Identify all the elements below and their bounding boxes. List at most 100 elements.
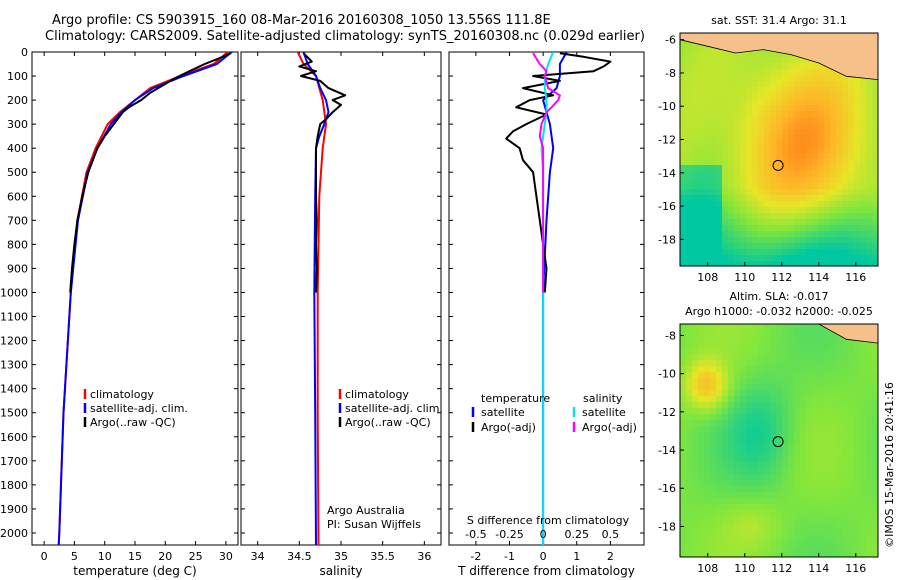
g-map2-field-cell: [860, 360, 867, 367]
g-map1-field-cell: [770, 195, 777, 202]
g-map1-field-cell: [782, 255, 789, 262]
g-map2-field-cell: [824, 444, 831, 451]
g-map1-field-cell: [752, 123, 759, 130]
g-map2-field-cell: [866, 528, 873, 535]
g-map2-field-cell: [716, 534, 723, 541]
g-map1-field-cell: [860, 135, 867, 142]
g-map2-field-cell: [842, 498, 849, 505]
g-map2-field-cell: [866, 396, 873, 403]
g-map1-field-cell: [752, 201, 759, 208]
g-map1-field-cell: [872, 213, 878, 220]
g-map1-field-cell: [842, 237, 849, 244]
g-map2-field-cell: [842, 516, 849, 523]
g-map2-field-cell: [824, 354, 831, 361]
g-map2-field-cell: [836, 426, 843, 433]
g-map2-field-cell: [794, 354, 801, 361]
g-map2-field-cell: [686, 528, 693, 535]
salinity-xtick-label: 35: [334, 550, 348, 563]
g-map2-field-cell: [776, 390, 783, 397]
g-map1-field-cell: [842, 81, 849, 88]
g-map2-field-cell: [680, 366, 687, 373]
g-map1-field-cell: [872, 111, 878, 118]
g-map2-field-cell: [734, 552, 741, 557]
g-map2-field-cell: [752, 456, 759, 463]
g-map2-field-cell: [788, 378, 795, 385]
g-map1-field-cell: [734, 57, 741, 64]
g-map2-field-cell: [752, 474, 759, 481]
g-map2-field-cell: [752, 354, 759, 361]
g-map1-field-cell: [710, 189, 717, 196]
g-map1-field-cell: [692, 105, 699, 112]
g-map1-field-cell: [806, 123, 813, 130]
g-map1-field-cell: [788, 105, 795, 112]
g-map1-field-cell: [740, 171, 747, 178]
g-map2-field-cell: [830, 402, 837, 409]
g-map2-field-cell: [776, 474, 783, 481]
g-map2-field-cell: [842, 510, 849, 517]
g-map2-field-cell: [860, 366, 867, 373]
temperature-ytick-label: 500: [7, 166, 28, 179]
salinity-xlabel: salinity: [319, 564, 362, 578]
g-map2-field-cell: [752, 516, 759, 523]
g-map1-field-cell: [710, 231, 717, 238]
g-map2-field-cell: [842, 474, 849, 481]
g-map2-field-cell: [836, 432, 843, 439]
g-map1-field-cell: [764, 165, 771, 172]
g-map2-field-cell: [800, 552, 807, 557]
g-map2-field-cell: [770, 348, 777, 355]
g-map2-field-cell: [824, 498, 831, 505]
g-map2-field-cell: [692, 348, 699, 355]
g-map1-field-cell: [698, 81, 705, 88]
g-map2-field-cell: [788, 522, 795, 529]
g-map2-field-cell: [854, 492, 861, 499]
g-map1-field-cell: [770, 93, 777, 100]
g-map1-field-cell: [866, 177, 873, 184]
g-map2-field-cell: [872, 438, 878, 445]
g-map1-field-cell: [830, 195, 837, 202]
g-map1-field-cell: [764, 51, 771, 58]
g-map1-field-cell: [788, 147, 795, 154]
g-map2-field-cell: [824, 396, 831, 403]
g-map2-field-cell: [734, 456, 741, 463]
g-map1-field-cell: [758, 153, 765, 160]
g-map1-field-cell: [704, 255, 711, 262]
g-map2-field-cell: [860, 348, 867, 355]
g-map1-field-cell: [788, 231, 795, 238]
g-map2-field-cell: [836, 456, 843, 463]
g-map2-field-cell: [788, 396, 795, 403]
g-map1-field-cell: [740, 69, 747, 76]
g-map1-field-cell: [692, 45, 699, 52]
g-map1-field-cell: [716, 123, 723, 130]
g-map1-field-cell: [686, 81, 693, 88]
g-map1-field-cell: [740, 63, 747, 70]
g-map1-field-cell: [770, 219, 777, 226]
g-map2-field-cell: [848, 372, 855, 379]
g-map2-field-cell: [788, 492, 795, 499]
g-map2-field-cell: [752, 492, 759, 499]
g-map2-field-cell: [848, 522, 855, 529]
g-map2-field-cell: [740, 462, 747, 469]
g-map1-field-cell: [782, 99, 789, 106]
g-map2-field-cell: [824, 504, 831, 511]
g-map2-field-cell: [740, 540, 747, 547]
g-map1-field-cell: [704, 243, 711, 250]
g-map1-field-cell: [764, 123, 771, 130]
g-map1-field-cell: [818, 165, 825, 172]
g-map2-field-cell: [716, 378, 723, 385]
g-map1-field-cell: [716, 153, 723, 160]
g-map1-field-cell: [686, 189, 693, 196]
g-map2-field-cell: [872, 378, 878, 385]
g-map2-field-cell: [764, 366, 771, 373]
g-map2-field: [680, 324, 878, 557]
g-map2-field-cell: [680, 420, 687, 427]
g-map2-field-cell: [752, 324, 759, 331]
g-map1-field-cell: [680, 261, 687, 266]
g-map1-field-cell: [860, 171, 867, 178]
g-map2-field-cell: [830, 480, 837, 487]
g-map1-ytick-label: -18: [658, 233, 676, 246]
g-map1-field-cell: [800, 99, 807, 106]
difference-series-temperature-argo-adj: [505, 52, 612, 293]
g-map1-field-cell: [794, 207, 801, 214]
g-map2-field-cell: [872, 528, 878, 535]
g-map1-field-cell: [764, 99, 771, 106]
